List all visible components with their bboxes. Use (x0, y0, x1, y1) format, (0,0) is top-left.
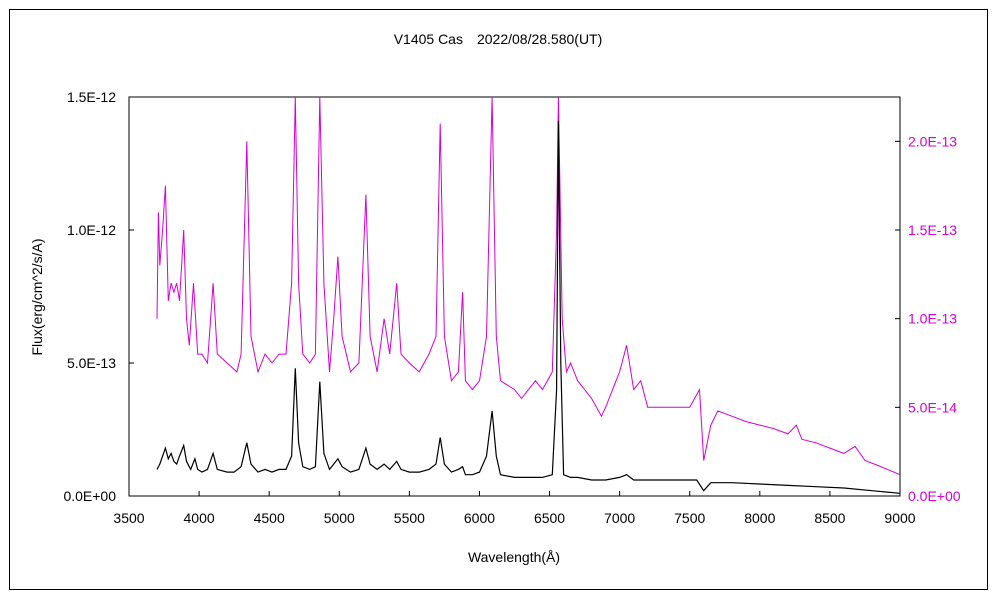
x-tick-label: 7000 (604, 510, 635, 526)
series-line-right (156, 97, 900, 476)
left-tick-label: 5.0E-13 (67, 355, 116, 371)
right-tick-label: 1.0E-13 (908, 311, 957, 327)
right-tick-label: 0.0E+00 (908, 488, 961, 504)
x-tick-label: 5500 (394, 510, 425, 526)
series-line-left (156, 120, 900, 494)
right-tick-label: 1.5E-13 (908, 222, 957, 238)
right-tick-label: 2.0E-13 (908, 133, 957, 149)
left-tick-label: 0.0E+00 (63, 488, 116, 504)
x-tick-label: 9000 (884, 510, 915, 526)
left-axis-ticks: 0.0E+00 5.0E-13 1.0E-12 1.5E-12 (63, 89, 134, 504)
y-axis-label: Flux(erg/cm^2/s/A) (29, 238, 45, 355)
x-tick-label: 4000 (184, 510, 215, 526)
right-tick-label: 5.0E-14 (908, 399, 957, 415)
x-tick-label: 6500 (534, 510, 565, 526)
x-axis-ticks: 3500 4000 4500 5000 5500 6000 6500 7000 7500 8000… (113, 491, 916, 526)
x-tick-label: 8000 (744, 510, 775, 526)
x-tick-label: 4500 (254, 510, 285, 526)
chart-frame (9, 9, 988, 590)
left-tick-label: 1.5E-12 (67, 89, 116, 105)
x-tick-label: 7500 (674, 510, 705, 526)
x-axis-label: Wavelength(Å) (468, 549, 560, 565)
plot-area (128, 96, 901, 497)
right-axis-ticks: 0.0E+00 5.0E-14 1.0E-13 1.5E-13 2.0E-13 (895, 133, 961, 504)
chart-title: V1405 Cas 2022/08/28.580(UT) (394, 31, 603, 47)
left-tick-label: 1.0E-12 (67, 222, 116, 238)
x-tick-label: 6000 (464, 510, 495, 526)
x-tick-label: 3500 (113, 510, 144, 526)
x-tick-label: 5000 (324, 510, 355, 526)
x-tick-label: 8500 (814, 510, 845, 526)
